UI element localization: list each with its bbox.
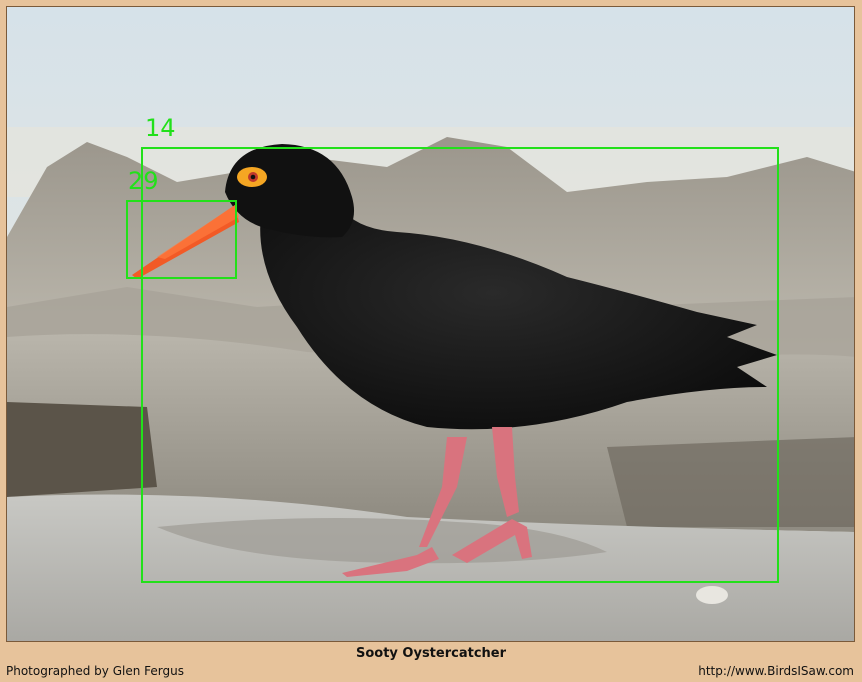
photo-caption: Sooty Oystercatcher xyxy=(355,646,507,661)
annotation-box-29 xyxy=(126,200,237,279)
annotation-box-14 xyxy=(141,147,779,583)
photographer-credit: Photographed by Glen Fergus xyxy=(6,664,184,678)
annotation-label-14: 14 xyxy=(145,114,176,142)
website-url: http://www.BirdsISaw.com xyxy=(698,664,854,678)
annotation-label-29: 29 xyxy=(128,167,159,195)
bird-photo xyxy=(6,6,855,642)
